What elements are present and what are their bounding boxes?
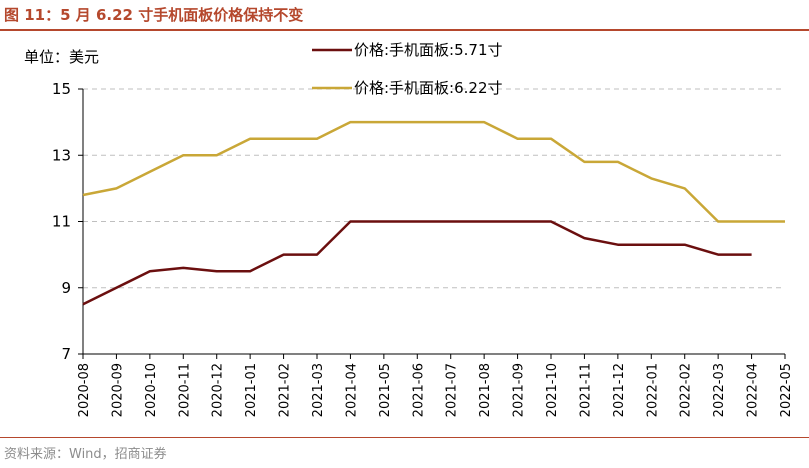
x-tick-label: 2020-09 [110, 363, 125, 417]
legend-label-2: 价格:手机面板:6.22寸 [354, 79, 503, 97]
series-line-1 [82, 220, 752, 306]
x-tick-label: 2022-03 [712, 363, 727, 417]
source-rule [0, 437, 809, 438]
figure-title: 图 11：5 月 6.22 寸手机面板价格保持不变 [4, 6, 304, 24]
x-tick-label: 2022-04 [746, 363, 761, 417]
x-tick-label: 2021-02 [278, 363, 293, 417]
title-rule [0, 29, 809, 31]
y-tick-label: 11 [52, 213, 71, 231]
x-tick-label: 2020-11 [177, 363, 192, 417]
y-tick-label: 9 [61, 279, 71, 297]
x-tick-label: 2022-02 [679, 363, 694, 417]
y-tick-label: 7 [61, 345, 71, 363]
x-tick-label: 2021-10 [545, 363, 560, 417]
x-tick-label: 2020-08 [77, 363, 92, 417]
series-line-2 [82, 120, 785, 223]
x-tick-label: 2021-03 [311, 363, 326, 417]
x-tick-label: 2020-12 [211, 363, 226, 417]
x-tick-label: 2021-01 [244, 363, 259, 417]
x-tick-label: 2021-11 [578, 363, 593, 417]
legend-label-1: 价格:手机面板:5.71寸 [354, 41, 503, 59]
x-tick-label: 2021-07 [445, 363, 460, 417]
grid-lines [83, 88, 785, 289]
unit-label: 单位：美元 [24, 48, 100, 66]
series-lines [82, 120, 785, 306]
y-tick-label: 13 [52, 146, 71, 164]
x-tick-label: 2021-04 [344, 363, 359, 417]
x-tick-label: 2021-06 [411, 363, 426, 417]
x-tick-label: 2021-09 [512, 363, 527, 417]
axes: 7 9 11 13 15 2020-08 2020-09 2020-10 2020-11 2020… [52, 80, 794, 417]
x-tick-label: 2022-01 [645, 363, 660, 417]
x-tick-label: 2021-05 [378, 363, 393, 417]
x-tick-label: 2021-08 [478, 363, 493, 417]
y-tick-label: 15 [52, 80, 71, 98]
x-tick-label: 2021-12 [612, 363, 627, 417]
source-note: 资料来源：Wind，招商证券 [4, 447, 167, 462]
x-tick-label: 2020-10 [144, 363, 159, 417]
x-tick-label: 2022-05 [779, 363, 794, 417]
